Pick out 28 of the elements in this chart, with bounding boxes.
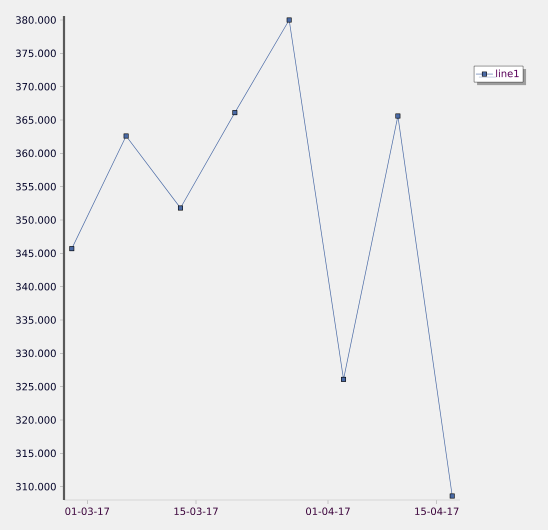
y-tick-label: 325.000 (16, 382, 56, 390)
point (178, 206, 183, 210)
x-tick-label: 01-04-17 (306, 508, 350, 516)
y-tick-label: 380.000 (16, 16, 56, 24)
point (124, 134, 129, 138)
x-tick-label: 15-04-17 (415, 508, 458, 516)
y-tick-label: 355.000 (16, 182, 56, 190)
y-tick-label: 310.000 (16, 482, 56, 490)
y-tick-label: 370.000 (16, 82, 56, 90)
point (450, 494, 455, 498)
legend-label: line1 (496, 70, 519, 78)
y-tick-label: 350.000 (16, 216, 56, 224)
y-tick-label: 365.000 (16, 116, 56, 124)
y-tick-label: 345.000 (16, 250, 56, 258)
point (232, 110, 238, 116)
y-tick-label: 315.000 (16, 450, 56, 458)
point (341, 376, 346, 382)
y-tick-label: 335.000 (16, 316, 56, 324)
point (286, 18, 292, 22)
y-tick-label: 330.000 (16, 350, 56, 358)
x-tick-label: 01-03-17 (65, 508, 110, 516)
y-tick-label: 375.000 (16, 50, 56, 58)
y-tick-label: 320.000 (16, 416, 56, 424)
x-tick-label: 15-03-17 (174, 508, 218, 516)
y-tick-label: 340.000 (16, 282, 56, 290)
point (69, 246, 74, 252)
point (395, 114, 400, 118)
y-tick-label: 360.000 (16, 150, 56, 158)
